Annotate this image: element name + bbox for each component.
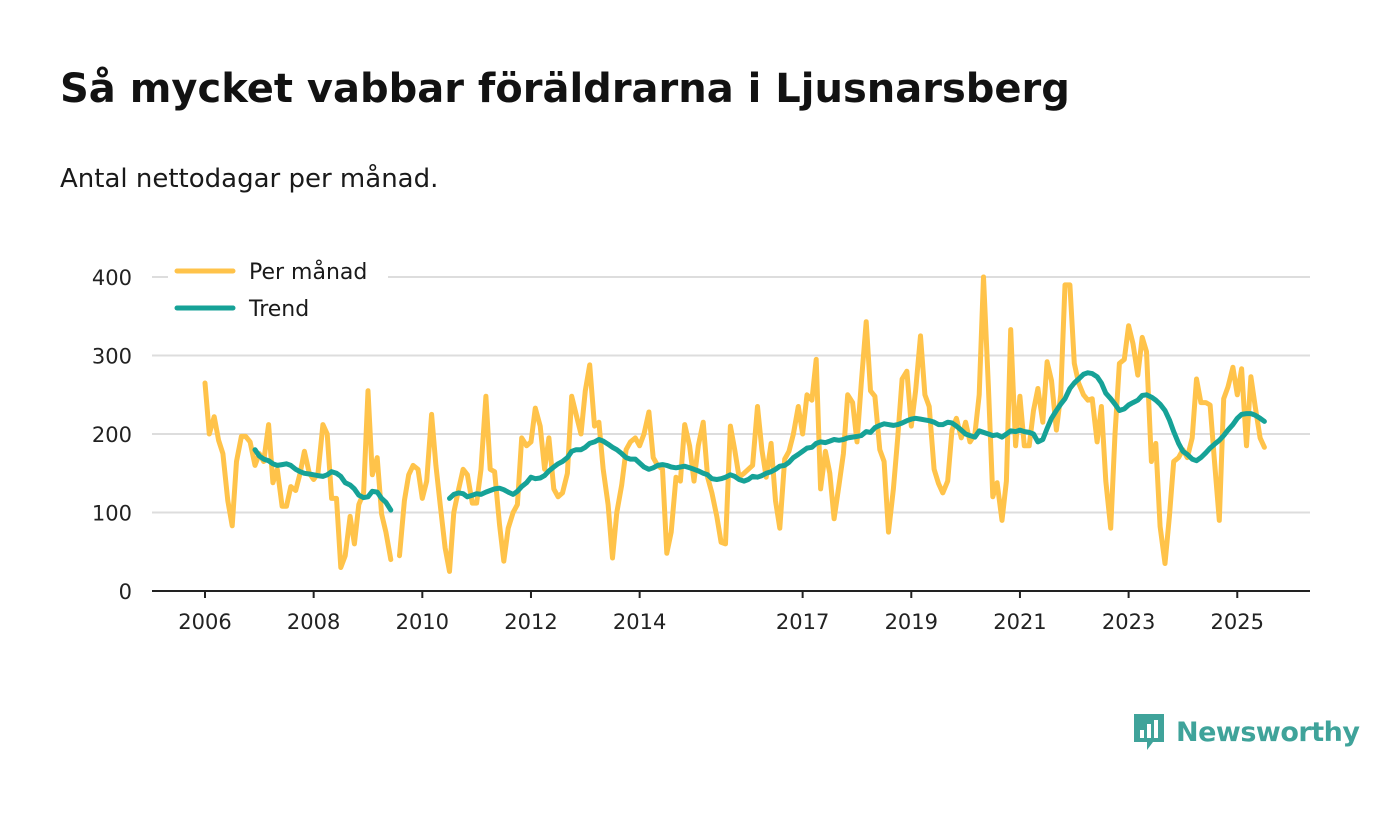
y-tick-label: 100 [92, 502, 132, 526]
x-tick-label: 2023 [1102, 610, 1155, 634]
series-line-per-month [202, 380, 394, 570]
y-tick-label: 300 [92, 345, 132, 369]
x-tick-label: 2025 [1211, 610, 1264, 634]
x-tick-label: 2008 [287, 610, 340, 634]
legend-label-per-month: Per månad [249, 259, 367, 285]
x-axis-ticks: 2006 2008 2010 2012 2014 2017 2019 2021 2023 2025 [152, 590, 1310, 634]
y-axis-ticks: 0 100 200 300 400 [92, 266, 132, 604]
newsworthy-logo-icon [1134, 714, 1164, 750]
x-tick-label: 2017 [776, 610, 829, 634]
series-line-trend [447, 370, 1267, 501]
x-tick-label: 2014 [613, 610, 666, 634]
chart-title: Så mycket vabbar föräldrarna i Ljusnarsb… [60, 66, 1070, 112]
series-line-per-month [397, 274, 1267, 574]
brand-name: Newsworthy [1176, 716, 1360, 748]
brand-logo: Newsworthy [1132, 712, 1360, 752]
x-tick-label: 2012 [504, 610, 557, 634]
chart-subtitle: Antal nettodagar per månad. [60, 164, 439, 194]
series-line-trend [252, 447, 394, 513]
legend-background [168, 252, 388, 326]
x-tick-label: 2006 [178, 610, 231, 634]
y-tick-label: 0 [119, 580, 132, 604]
x-tick-label: 2010 [396, 610, 449, 634]
legend-label-trend: Trend [248, 297, 309, 322]
x-tick-label: 2019 [885, 610, 938, 634]
x-tick-label: 2021 [993, 610, 1046, 634]
y-tick-label: 200 [92, 423, 132, 447]
legend: Per månad Trend [168, 252, 388, 326]
series-lines [202, 274, 1267, 574]
y-tick-label: 400 [92, 266, 132, 290]
